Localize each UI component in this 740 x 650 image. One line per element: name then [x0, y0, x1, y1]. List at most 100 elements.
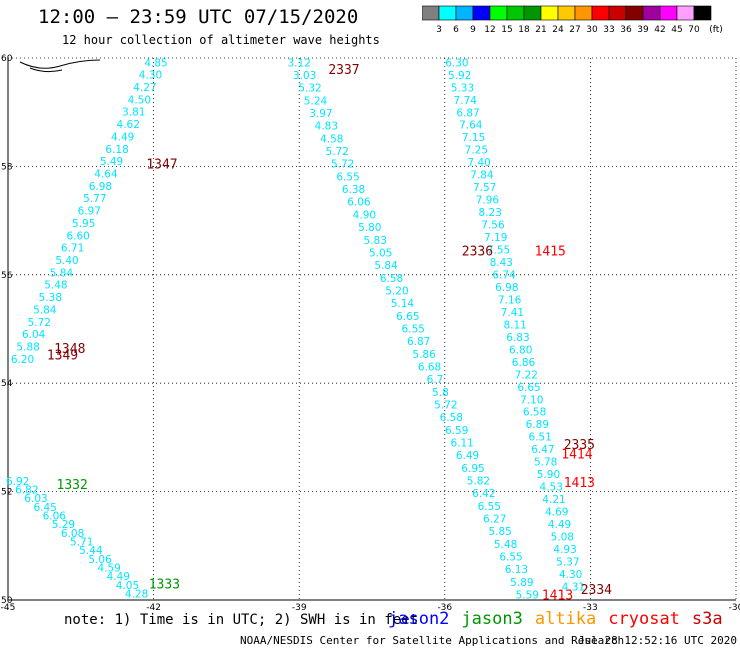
wave-height-value: 5.89: [510, 577, 533, 589]
y-tick-label: 56: [1, 271, 13, 281]
wave-height-value: 7.41: [501, 307, 524, 319]
wave-height-value: 5.33: [451, 82, 474, 94]
wave-height-value: 6.08: [61, 528, 84, 540]
y-tick-label: 60: [1, 54, 13, 64]
wave-height-value: 5.59: [516, 590, 539, 602]
wave-height-value: 4.58: [320, 133, 343, 145]
wave-height-value: 7.40: [467, 157, 490, 169]
wave-height-value: 8.11: [503, 319, 526, 331]
y-tick-label: 50: [1, 596, 13, 606]
legend-entry-jason2: jason2: [388, 609, 450, 629]
pass-time-label: 2334: [581, 583, 612, 598]
wave-height-value: 6.03: [24, 493, 47, 505]
wave-height-value: 6.47: [531, 444, 554, 456]
wave-height-value: 6.86: [512, 357, 536, 369]
wave-height-value: 5.38: [39, 292, 62, 304]
color-tick-label: 9: [470, 25, 476, 35]
color-tick-label: 36: [620, 25, 632, 35]
footnote: note: 1) Time is in UTC; 2) SWH is in fe…: [64, 612, 419, 628]
wave-height-value: 5.71: [70, 536, 93, 548]
legend-entry-s3a: s3a: [691, 609, 723, 629]
wave-height-value: 5.92: [448, 70, 471, 82]
wave-height-value: 5.8: [432, 387, 449, 399]
legend-entry-cryosat: cryosat: [608, 609, 680, 629]
wave-height-value: 6.83: [506, 332, 529, 344]
x-tick-label: -39: [292, 603, 307, 612]
wave-height-value: 7.15: [462, 132, 485, 144]
x-tick-label: -33: [583, 603, 598, 612]
wave-height-value: 6.71: [61, 243, 84, 255]
wave-height-value: 7.19: [484, 232, 507, 244]
wave-height-value: 4.69: [545, 507, 568, 519]
wave-height-value: 4.62: [117, 119, 140, 131]
y-tick-label: 58: [1, 162, 13, 172]
satellite-legend: jason2 jason3 altika cryosat s3a: [388, 609, 735, 629]
wave-height-value: 5.95: [72, 218, 95, 230]
color-tick-label: 12: [484, 25, 495, 35]
wave-height-value: 5.08: [551, 532, 574, 544]
wave-height-value: 8.43: [490, 257, 513, 269]
wave-height-value: 6.80: [509, 344, 532, 356]
pass-time-label: 2337: [328, 63, 359, 78]
wave-height-value: 5.24: [304, 95, 328, 107]
wave-height-value: 6.45: [33, 502, 56, 514]
wave-height-value: 6.98: [495, 282, 518, 294]
wave-height-value: 6.98: [89, 181, 112, 193]
wave-height-value: 6.58: [523, 407, 546, 419]
wave-height-value: 4.30: [139, 70, 162, 82]
wave-height-plot: -45-42-39-36-33-305052545658604.854.304.…: [1, 54, 740, 612]
wave-height-value: 4.59: [97, 562, 120, 574]
pass-time-label: 1414: [561, 448, 592, 463]
wave-height-value: 7.64: [459, 120, 483, 132]
wave-height-value: 4.93: [553, 544, 576, 556]
wave-height-value: 5.85: [488, 526, 511, 538]
wave-height-value: 6.65: [517, 382, 540, 394]
wave-height-value: 6.06: [347, 197, 371, 209]
wave-height-value: 5.72: [28, 317, 51, 329]
wave-height-value: 7.84: [470, 170, 494, 182]
wave-height-value: 5.37: [556, 556, 579, 568]
wave-height-value: 5.86: [412, 349, 436, 361]
wave-height-value: 8.23: [479, 207, 502, 219]
wave-height-value: 6.97: [78, 206, 101, 218]
wave-height-value: 5.80: [358, 222, 381, 234]
wave-height-value: 4.83: [315, 121, 338, 133]
wave-height-value: 5.49: [100, 156, 123, 168]
wave-height-value: 6.87: [456, 107, 479, 119]
wave-height-value: 6.42: [472, 488, 495, 500]
wave-height-value: 5.90: [537, 469, 560, 481]
wave-height-value: 7.96: [476, 195, 500, 207]
y-tick-label: 52: [1, 488, 12, 498]
wave-height-value: 3.81: [122, 107, 145, 119]
wave-height-value: 5.29: [52, 519, 75, 531]
wave-height-value: 6.55: [478, 501, 501, 513]
wave-height-value: 4.64: [94, 169, 118, 181]
pass-time-label: 1415: [535, 244, 566, 259]
wave-height-value: 7.74: [454, 95, 478, 107]
wave-height-value: 6.30: [445, 57, 468, 69]
wave-height-value: 4.21: [542, 494, 565, 506]
wave-height-value: 4.49: [107, 571, 130, 583]
color-tick-label: 18: [518, 25, 530, 35]
wave-height-value: 4.49: [548, 519, 571, 531]
wave-height-value: 6.20: [11, 354, 34, 366]
wave-height-value: 3.03: [293, 70, 316, 82]
wave-height-value: 6.87: [407, 336, 430, 348]
y-tick-label: 54: [1, 379, 13, 389]
wave-height-value: 5.06: [88, 554, 112, 566]
color-unit-label: (ft): [709, 25, 723, 35]
wave-height-value: 4.49: [111, 131, 134, 143]
color-tick-label: 30: [586, 25, 598, 35]
pass-time-label: 2335: [564, 438, 595, 453]
wave-height-value: 6.7: [427, 374, 444, 386]
wave-height-value: 4.53: [540, 482, 563, 494]
wave-height-value: 6.55: [499, 552, 522, 564]
wave-height-value: 6.82: [15, 484, 38, 496]
wave-height-value: 6.60: [66, 230, 89, 242]
wave-height-value: 7.57: [473, 182, 496, 194]
wave-height-value: 5.78: [534, 457, 557, 469]
pass-time-label: 1347: [146, 158, 177, 173]
wave-height-value: 4.27: [133, 82, 156, 94]
wave-height-value: 6.59: [445, 425, 468, 437]
color-tick-label: 45: [671, 25, 682, 35]
